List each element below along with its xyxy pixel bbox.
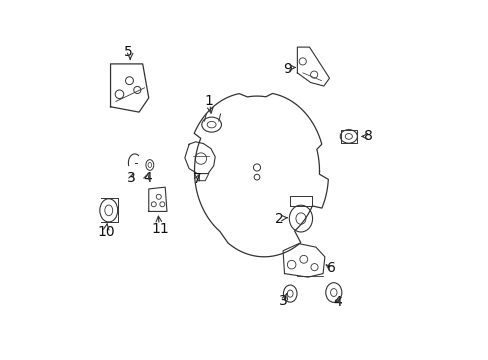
Text: 3: 3: [279, 294, 287, 308]
Text: 5: 5: [124, 45, 133, 59]
Text: 8: 8: [364, 129, 372, 143]
Text: 10: 10: [97, 225, 115, 239]
Text: 9: 9: [283, 62, 291, 76]
Text: 2: 2: [275, 212, 284, 226]
Text: 6: 6: [326, 261, 335, 275]
Text: 4: 4: [333, 295, 342, 309]
Text: 1: 1: [204, 94, 213, 108]
Text: 3: 3: [126, 171, 135, 185]
Text: 7: 7: [193, 172, 202, 186]
Text: 4: 4: [142, 171, 151, 185]
Text: 11: 11: [151, 222, 169, 236]
